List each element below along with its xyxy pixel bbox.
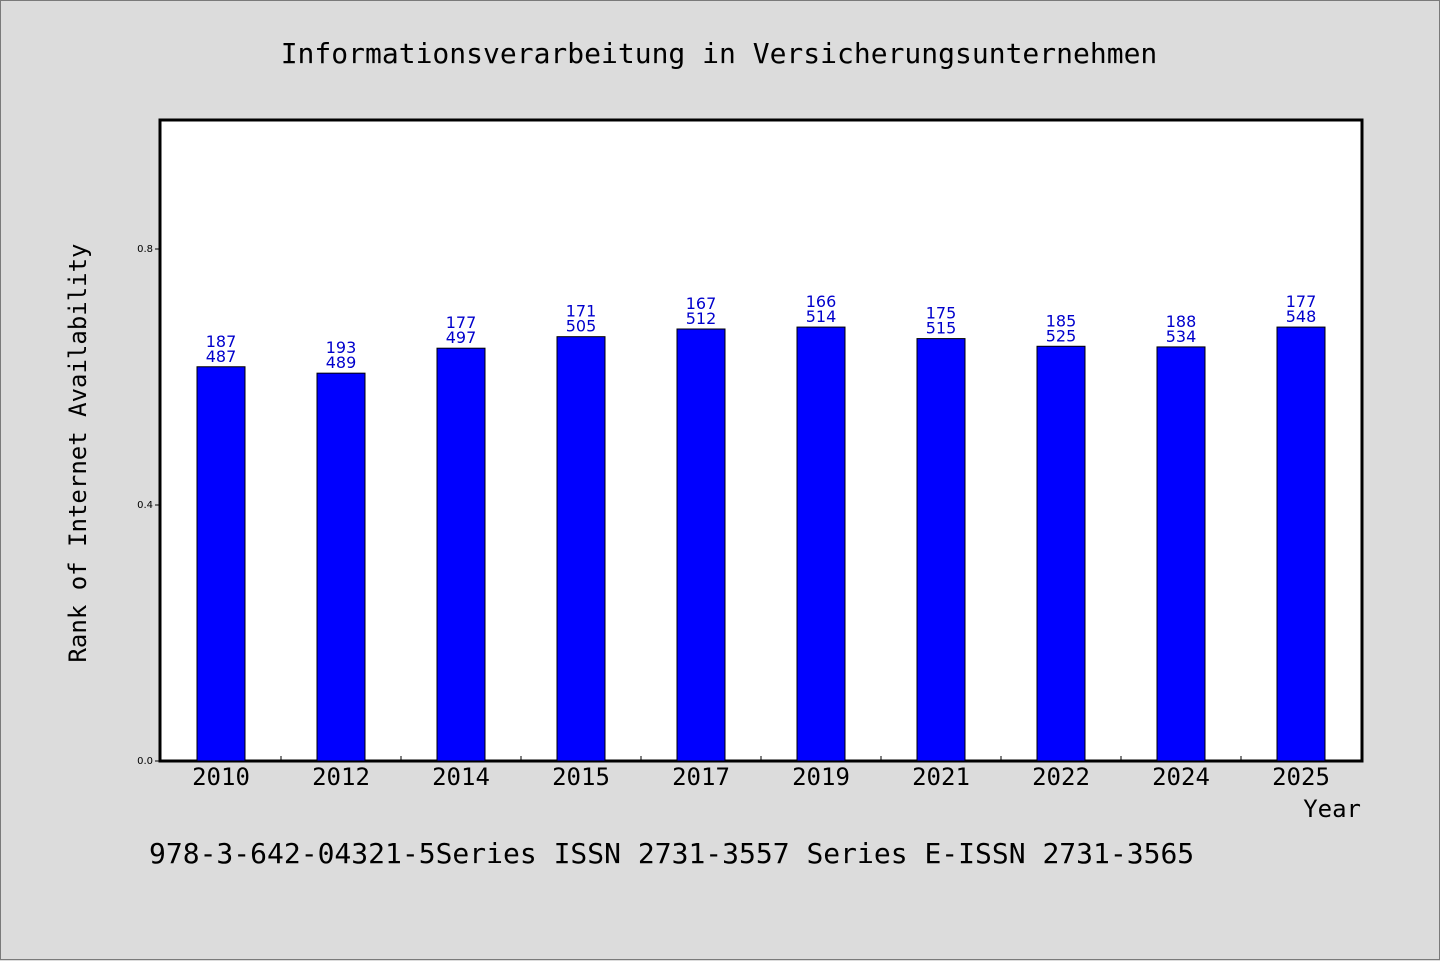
data-label-bottom-2015: 505 (566, 317, 597, 336)
chart-title: Informationsverarbeitung in Versicherung… (281, 37, 1158, 70)
data-label-top-2010: 187 (206, 332, 237, 351)
data-label-bottom-2025: 548 (1286, 307, 1317, 326)
y-tick-label-0.8: 0.8 (137, 244, 153, 255)
data-label-top-2015: 171 (566, 302, 597, 321)
x-tick-label-2015: 2015 (552, 763, 610, 791)
data-label-bottom-2022: 525 (1046, 326, 1077, 345)
data-label-bottom-2012: 489 (326, 353, 357, 372)
y-tick-label-0.0: 0.0 (137, 756, 153, 767)
bar-2022 (1036, 345, 1086, 762)
data-label-bottom-2010: 487 (206, 347, 237, 366)
bar-2017 (676, 328, 726, 762)
bar-2010 (196, 366, 246, 762)
x-tick-label-2021: 2021 (912, 763, 970, 791)
data-label-top-2019: 166 (806, 292, 837, 311)
data-label-top-2014: 177 (446, 313, 477, 332)
x-tick-label-2024: 2024 (1152, 763, 1210, 791)
data-label-bottom-2019: 514 (806, 307, 837, 326)
data-label-bottom-2017: 512 (686, 309, 717, 328)
data-label-bottom-2024: 534 (1166, 327, 1197, 346)
bar-2015 (556, 336, 606, 762)
x-ticks-group: 2010 2012 2014 2015 2017 2019 2021 2022 2024 2025 (192, 756, 1330, 791)
data-label-top-2012: 193 (326, 338, 357, 357)
x-tick-label-2019: 2019 (792, 763, 850, 791)
x-axis-label: Year (1303, 795, 1361, 823)
y-tick-label-0.4: 0.4 (137, 500, 153, 511)
bar-2014 (436, 347, 486, 762)
data-label-top-2022: 185 (1046, 311, 1077, 330)
data-label-top-2024: 188 (1166, 312, 1197, 331)
data-label-bottom-2021: 515 (926, 319, 957, 338)
x-tick-label-2012: 2012 (312, 763, 370, 791)
bar-2019 (796, 326, 846, 762)
y-ticks-group: 0.0 0.4 0.8 (137, 244, 161, 767)
x-tick-label-2010: 2010 (192, 763, 250, 791)
data-label-top-2021: 175 (926, 304, 957, 323)
bar-2024 (1156, 346, 1206, 762)
y-axis-label: Rank of Internet Availability (64, 243, 92, 662)
x-tick-label-2022: 2022 (1032, 763, 1090, 791)
x-tick-label-2017: 2017 (672, 763, 730, 791)
data-label-bottom-2014: 497 (446, 328, 477, 347)
footer-isbn-text: 978-3-642-04321-5Series ISSN 2731-3557 S… (149, 837, 1194, 870)
bars-group (196, 326, 1326, 762)
data-label-top-2017: 167 (686, 294, 717, 313)
bar-2025 (1276, 326, 1326, 762)
bar-2021 (916, 338, 966, 762)
data-label-top-2025: 177 (1286, 292, 1317, 311)
bar-2012 (316, 372, 366, 762)
x-tick-label-2014: 2014 (432, 763, 490, 791)
x-tick-label-2025: 2025 (1272, 763, 1330, 791)
